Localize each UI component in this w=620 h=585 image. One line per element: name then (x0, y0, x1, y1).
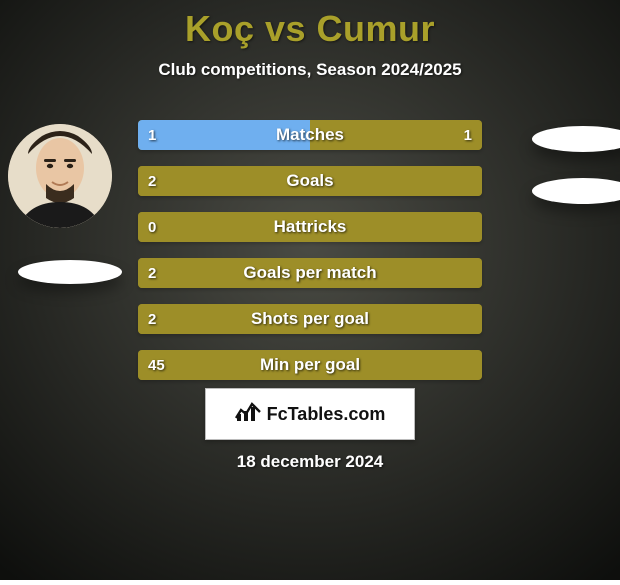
brand-text: FcTables.com (267, 404, 386, 425)
bar-row: 2Goals (138, 166, 482, 196)
brand-logo-icon (235, 400, 261, 428)
page-title: Koç vs Cumur (0, 0, 620, 50)
bar-row: 11Matches (138, 120, 482, 150)
players-area: 11Matches 2Goals 0Hattricks 2Goals per matc… (0, 120, 620, 380)
avatar-right-placeholder-2 (532, 178, 620, 204)
bar-label: Hattricks (138, 212, 482, 242)
subtitle: Club competitions, Season 2024/2025 (0, 60, 620, 80)
bar-row: 0Hattricks (138, 212, 482, 242)
bar-label: Shots per goal (138, 304, 482, 334)
bar-row: 45Min per goal (138, 350, 482, 380)
date-text: 18 december 2024 (0, 452, 620, 472)
bar-label: Goals per match (138, 258, 482, 288)
bar-label: Matches (138, 120, 482, 150)
content: Koç vs Cumur Club competitions, Season 2… (0, 0, 620, 580)
avatar-left-shadow (18, 260, 122, 284)
avatar-left (8, 124, 112, 228)
avatar-left-photo (8, 124, 112, 228)
bar-label: Goals (138, 166, 482, 196)
avatar-right-placeholder-1 (532, 126, 620, 152)
bar-row: 2Goals per match (138, 258, 482, 288)
comparison-bars: 11Matches 2Goals 0Hattricks 2Goals per matc… (138, 120, 482, 396)
bar-row: 2Shots per goal (138, 304, 482, 334)
brand-box: FcTables.com (205, 388, 415, 440)
bar-label: Min per goal (138, 350, 482, 380)
